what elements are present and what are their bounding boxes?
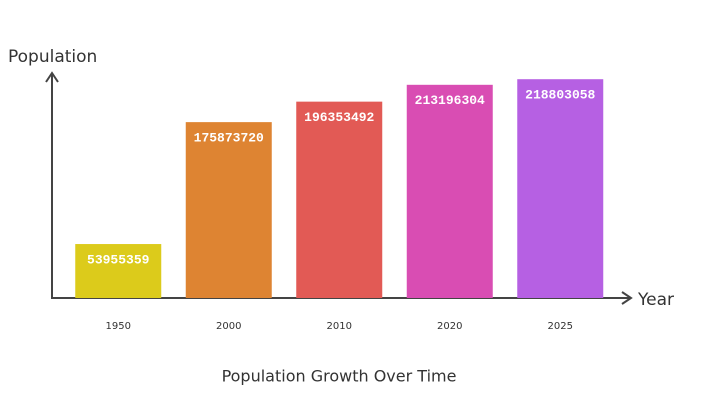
chart-title: Population Growth Over Time bbox=[222, 367, 457, 386]
bar bbox=[296, 101, 383, 298]
x-axis-label: Year bbox=[637, 290, 674, 310]
value-label: 218803058 bbox=[525, 88, 595, 103]
bar bbox=[75, 244, 162, 298]
x-tick-label: 2000 bbox=[216, 321, 241, 332]
y-axis-arrow bbox=[45, 71, 59, 83]
y-axis-label: Population bbox=[8, 47, 97, 67]
x-tick-label: 2020 bbox=[437, 321, 462, 332]
value-label: 53955359 bbox=[87, 252, 150, 267]
value-label: 175873720 bbox=[194, 131, 264, 146]
value-label: 196353492 bbox=[304, 110, 374, 125]
x-tick-label: 2025 bbox=[548, 321, 573, 332]
x-axis-arrow bbox=[621, 291, 633, 305]
bar bbox=[185, 122, 272, 298]
value-label: 213196304 bbox=[415, 93, 485, 108]
x-tick-label: 1950 bbox=[106, 321, 131, 332]
x-tick-label: 2010 bbox=[327, 321, 352, 332]
bar bbox=[406, 84, 493, 298]
bar bbox=[517, 79, 604, 298]
